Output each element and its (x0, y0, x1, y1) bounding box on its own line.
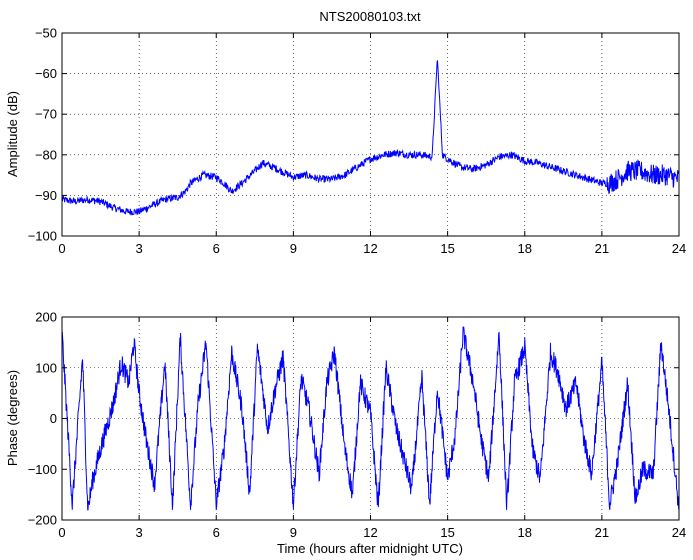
x-tick-label: 0 (58, 241, 65, 256)
x-tick-label: 12 (363, 241, 377, 256)
x-tick-label: 3 (136, 525, 143, 540)
y-tick-label: −80 (35, 147, 57, 162)
x-tick-label: 6 (213, 241, 220, 256)
y-tick-label: 200 (35, 310, 57, 325)
x-tick-label: 6 (213, 525, 220, 540)
x-tick-label: 15 (440, 241, 454, 256)
x-tick-label: 15 (440, 525, 454, 540)
phase-plot: 0 3 6 9 12 15 18 21 24 −200 −100 0 100 200 (28, 310, 687, 541)
x-tick-label: 9 (290, 241, 297, 256)
x-tick-label: 21 (595, 525, 609, 540)
y-tick-label: −70 (35, 107, 57, 122)
y-tick-label: −50 (35, 26, 57, 41)
x-tick-label: 24 (672, 525, 686, 540)
x-tick-label: 18 (518, 525, 532, 540)
chart-title: NTS20080103.txt (319, 9, 421, 24)
x-tick-label: 0 (58, 525, 65, 540)
x-tick-label: 12 (363, 525, 377, 540)
series-line (61, 60, 679, 216)
time-xlabel: Time (hours after midnight UTC) (277, 541, 463, 556)
y-tick-label: 0 (50, 411, 57, 426)
y-tick-label: 100 (35, 360, 57, 375)
y-tick-label: −90 (35, 188, 57, 203)
x-tick-label: 24 (672, 241, 686, 256)
y-tick-label: −100 (28, 462, 57, 477)
y-tick-label: −100 (28, 229, 57, 244)
amplitude-plot: 0 3 6 9 12 15 18 21 24 −100 −90 −80 −70 −60 −50 (28, 26, 687, 257)
series-line (61, 326, 680, 511)
x-tick-label: 18 (518, 241, 532, 256)
x-tick-label: 3 (136, 241, 143, 256)
y-tick-label: −60 (35, 66, 57, 81)
amplitude-ylabel: Amplitude (dB) (5, 91, 20, 177)
y-tick-label: −200 (28, 513, 57, 528)
phase-ylabel: Phase (degrees) (5, 370, 20, 466)
x-tick-label: 21 (595, 241, 609, 256)
x-tick-label: 9 (290, 525, 297, 540)
